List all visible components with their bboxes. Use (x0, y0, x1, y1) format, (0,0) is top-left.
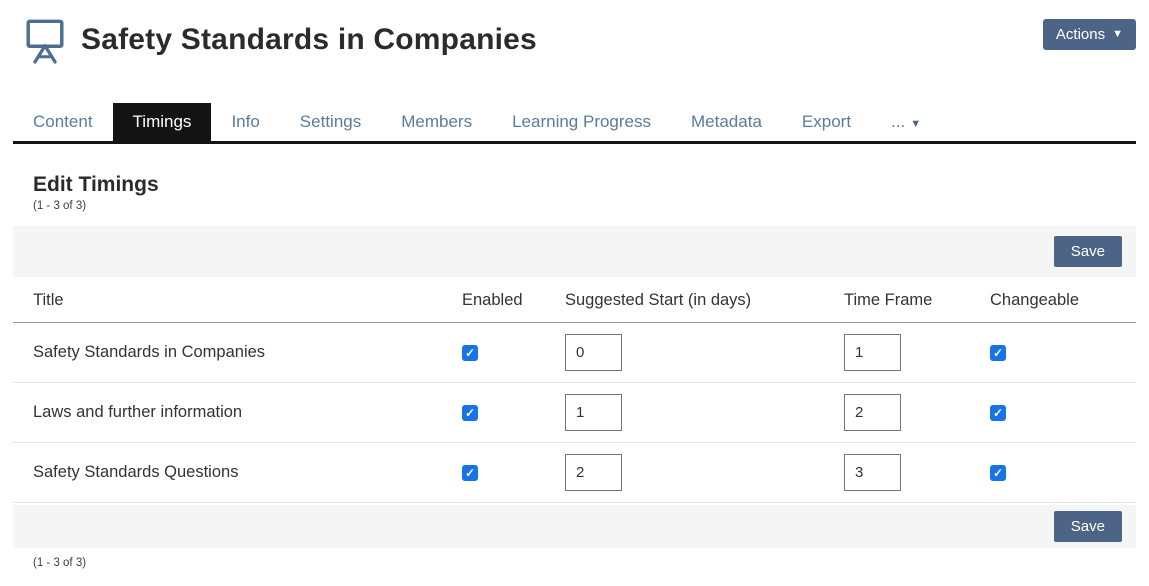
suggested-start-input[interactable] (565, 454, 622, 491)
row-title: Laws and further information (13, 382, 462, 443)
page: Safety Standards in Companies Actions ▼ … (13, 0, 1136, 569)
chevron-down-icon: ▼ (910, 118, 922, 130)
result-range-top: (1 - 3 of 3) (33, 200, 87, 212)
table-row: Safety Standards Questions ✓ ✓ (13, 442, 1136, 503)
tab-info[interactable]: Info (231, 112, 260, 131)
row-title: Safety Standards in Companies (13, 322, 462, 383)
tab-export[interactable]: Export (801, 112, 852, 131)
enabled-checkbox[interactable]: ✓ (462, 405, 478, 421)
tab-more-label: ... (891, 112, 906, 131)
save-button-bottom[interactable]: Save (1053, 511, 1122, 542)
time-frame-input[interactable] (844, 394, 901, 431)
tab-bar: Content Timings Info Settings Members Le… (13, 103, 1136, 144)
tab-more[interactable]: ... ▼ (871, 103, 941, 141)
actions-button[interactable]: Actions ▼ (1042, 19, 1136, 50)
column-header-title: Title (13, 277, 462, 323)
actions-button-label: Actions (1055, 26, 1106, 43)
table-row: Laws and further information ✓ ✓ (13, 382, 1136, 443)
time-frame-input[interactable] (844, 334, 901, 371)
top-toolbar: Save (13, 226, 1136, 277)
tab-timings[interactable]: Timings (112, 103, 212, 141)
suggested-start-input[interactable] (565, 394, 622, 431)
enabled-checkbox[interactable]: ✓ (462, 345, 478, 361)
column-header-suggested-start: Suggested Start (in days) (565, 277, 844, 323)
table-row: Safety Standards in Companies ✓ ✓ (13, 322, 1136, 383)
save-button-top[interactable]: Save (1053, 236, 1122, 267)
tab-settings[interactable]: Settings (299, 112, 362, 131)
presentation-board-icon (26, 19, 64, 64)
tab-learning-progress[interactable]: Learning Progress (512, 112, 652, 131)
section-title: Edit Timings (33, 173, 159, 196)
changeable-checkbox[interactable]: ✓ (990, 405, 1006, 421)
column-header-changeable: Changeable (990, 277, 1136, 323)
changeable-checkbox[interactable]: ✓ (990, 465, 1006, 481)
result-range-bottom: (1 - 3 of 3) (33, 557, 87, 569)
tab-members[interactable]: Members (401, 112, 473, 131)
table-header-row: Title Enabled Suggested Start (in days) … (13, 277, 1136, 323)
tab-metadata[interactable]: Metadata (691, 112, 762, 131)
suggested-start-input[interactable] (565, 334, 622, 371)
timings-table: Title Enabled Suggested Start (in days) … (13, 277, 1136, 503)
changeable-checkbox[interactable]: ✓ (990, 345, 1006, 361)
time-frame-input[interactable] (844, 454, 901, 491)
tab-content[interactable]: Content (33, 112, 93, 131)
page-header: Safety Standards in Companies Actions ▼ (13, 0, 1136, 64)
bottom-toolbar: Save (13, 505, 1136, 548)
page-title: Safety Standards in Companies (81, 23, 537, 56)
column-header-time-frame: Time Frame (844, 277, 990, 323)
enabled-checkbox[interactable]: ✓ (462, 465, 478, 481)
column-header-enabled: Enabled (462, 277, 565, 323)
row-title: Safety Standards Questions (13, 442, 462, 503)
chevron-down-icon: ▼ (1112, 28, 1123, 40)
